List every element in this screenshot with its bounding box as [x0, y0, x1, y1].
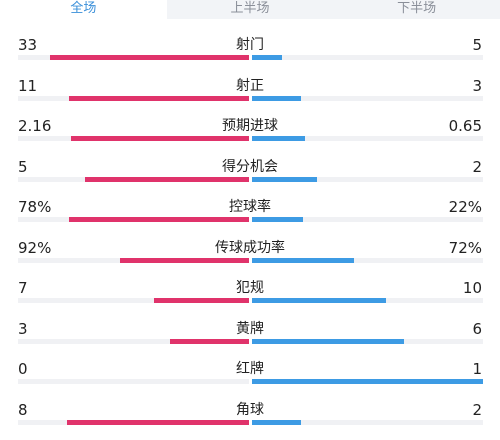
away-value: 72%: [448, 238, 482, 257]
stat-row: 0 红牌 1: [0, 343, 500, 384]
stat-row: 92% 传球成功率 72%: [0, 222, 500, 263]
away-bar-track: [252, 257, 483, 263]
home-bar: [68, 95, 249, 101]
home-bar-track: [18, 298, 249, 303]
stat-label: 角球: [236, 401, 264, 418]
home-value: 78%: [18, 198, 52, 216]
home-value: 7: [18, 279, 28, 297]
home-value: 8: [18, 400, 28, 419]
home-bar-track: [18, 338, 249, 344]
stat-row: 78% 控球率 22%: [0, 181, 500, 222]
away-bar: [252, 298, 386, 303]
home-value: 2.16: [18, 117, 52, 135]
away-value: 6: [472, 319, 482, 338]
away-bar: [252, 176, 317, 182]
away-bar-track: [252, 95, 483, 101]
away-value: 22%: [448, 198, 482, 216]
away-bar: [252, 257, 354, 263]
home-bar-track: [18, 95, 249, 101]
away-bar: [252, 136, 306, 141]
home-bar: [119, 257, 249, 263]
stat-row: 7 犯规 10: [0, 262, 500, 303]
stat-row: 8 角球 2: [0, 384, 500, 425]
tab-first-half[interactable]: 上半场: [230, 1, 270, 16]
stat-label: 射门: [236, 37, 264, 53]
away-bar: [252, 338, 405, 344]
stat-row: 33 射门 5: [0, 19, 500, 60]
stat-label: 传球成功率: [215, 239, 285, 256]
stats-list: 33 射门 5 11 射正 3 2.16 预期进球 0.65 5 得分机会 2 78% 控球率 22% 92%…: [0, 19, 500, 425]
home-bar-track: [18, 55, 249, 60]
tab-full-match[interactable]: 全场: [0, 0, 167, 19]
home-value: 92%: [18, 238, 52, 257]
home-bar-track: [18, 379, 249, 384]
away-value: 1: [472, 360, 482, 378]
stat-row: 3 黄牌 6: [0, 303, 500, 344]
away-bar-track: [252, 55, 483, 60]
away-bar-track: [252, 136, 483, 141]
home-bar-track: [18, 419, 249, 425]
home-value: 5: [18, 157, 28, 176]
stat-label: 预期进球: [222, 118, 278, 134]
stat-label: 得分机会: [222, 158, 278, 175]
home-bar-track: [18, 176, 249, 182]
stat-label: 控球率: [229, 199, 271, 215]
home-bar-track: [18, 136, 249, 141]
away-bar-track: [252, 176, 483, 182]
away-bar: [252, 217, 303, 222]
away-value: 3: [472, 76, 482, 95]
period-tabs: 全场 上半场 下半场: [0, 0, 500, 19]
home-bar: [66, 419, 249, 425]
away-value: 2: [472, 157, 482, 176]
home-bar: [71, 136, 249, 141]
home-value: 0: [18, 360, 28, 378]
home-value: 33: [18, 36, 38, 54]
home-bar: [85, 176, 249, 182]
away-bar-track: [252, 217, 483, 222]
stat-row: 5 得分机会 2: [0, 141, 500, 182]
home-bar-track: [18, 217, 249, 222]
home-value: 11: [18, 76, 38, 95]
away-bar-track: [252, 298, 483, 303]
away-bar: [252, 55, 283, 60]
away-value: 2: [472, 400, 482, 419]
home-bar-track: [18, 257, 249, 263]
stat-row: 2.16 预期进球 0.65: [0, 100, 500, 141]
away-bar: [252, 95, 301, 101]
away-bar-track: [252, 338, 483, 344]
away-bar: [252, 419, 301, 425]
home-bar: [154, 298, 249, 303]
stat-row: 11 射正 3: [0, 60, 500, 101]
stat-label: 黄牌: [236, 320, 264, 337]
away-bar-track: [252, 419, 483, 425]
stat-label: 红牌: [236, 361, 264, 377]
away-bar-track: [252, 379, 483, 384]
away-value: 10: [462, 279, 482, 297]
home-bar: [68, 217, 249, 222]
away-bar: [252, 379, 483, 384]
away-value: 5: [472, 36, 482, 54]
home-bar: [50, 55, 249, 60]
stat-label: 犯规: [236, 280, 264, 296]
stat-label: 射正: [236, 77, 264, 94]
tab-second-half[interactable]: 下半场: [397, 1, 437, 16]
home-value: 3: [18, 319, 28, 338]
away-value: 0.65: [448, 117, 482, 135]
home-bar: [170, 338, 249, 344]
